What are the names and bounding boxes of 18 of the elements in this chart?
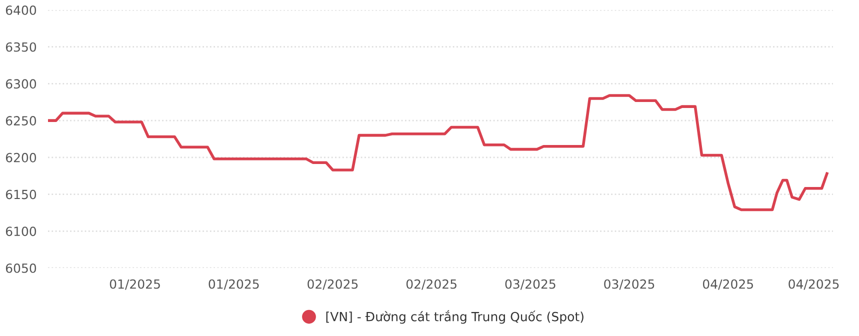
x-tick-label: 04/2025 bbox=[788, 279, 839, 290]
y-tick-label: 6150 bbox=[6, 190, 36, 200]
x-tick-label: 04/2025 bbox=[702, 279, 753, 290]
y-tick-label: 6200 bbox=[6, 152, 36, 162]
x-tick-label: 03/2025 bbox=[505, 279, 556, 290]
y-tick-label: 6250 bbox=[6, 116, 36, 126]
legend-label: [VN] - Đường cát trắng Trung Quốc (Spot) bbox=[326, 310, 584, 324]
x-tick-label: 02/2025 bbox=[406, 279, 456, 290]
y-tick-label: 6050 bbox=[6, 263, 36, 273]
y-tick-label: 6300 bbox=[6, 79, 36, 89]
y-tick-label: 6400 bbox=[6, 5, 36, 15]
y-tick-label: 6350 bbox=[6, 42, 36, 52]
x-tick-label: 01/2025 bbox=[208, 279, 259, 290]
x-tick-label: 01/2025 bbox=[110, 279, 160, 290]
x-tick-label: 02/2025 bbox=[308, 279, 358, 290]
x-tick-label: 03/2025 bbox=[604, 279, 654, 290]
line-series bbox=[48, 94, 828, 212]
y-tick-label: 6100 bbox=[6, 226, 36, 236]
